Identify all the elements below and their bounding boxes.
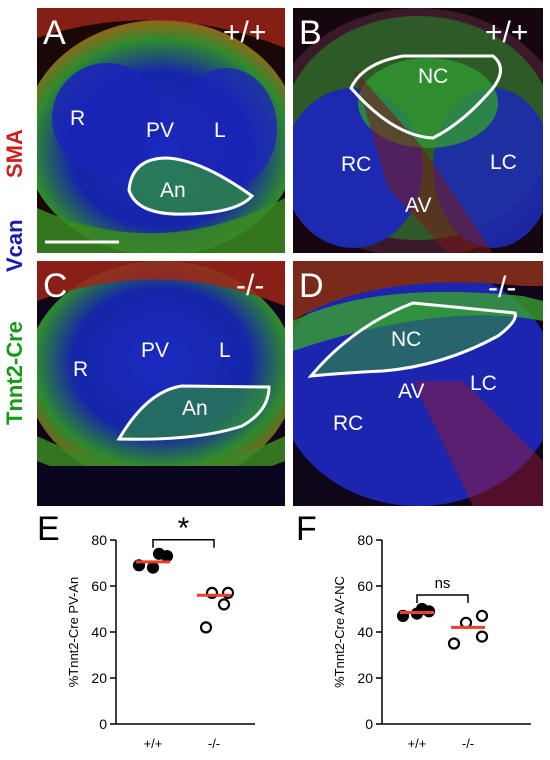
chart-e-category-label: +/+	[144, 736, 163, 751]
panel-letter-a: A	[43, 14, 66, 52]
chart-e-ytick-label: 40	[91, 624, 107, 640]
chart-e-category-label: -/-	[208, 736, 220, 751]
region-r-c: R	[73, 358, 89, 381]
chart-f-ytick-label: 20	[357, 670, 373, 686]
panel-d-micrograph	[293, 261, 543, 506]
region-nc-d: NC	[391, 328, 422, 351]
chart-f: 0 20 40 60 80 %Tnnt2-Cre AV-NC +/+ -/- ns	[332, 532, 531, 751]
panel-c-micrograph	[37, 261, 285, 506]
stain-label-vcan: Vcan	[2, 219, 27, 272]
region-av-d: AV	[398, 380, 425, 403]
chart-f-ytick-label: 0	[365, 716, 373, 732]
panel-b-image: B +/+ NC RC LC AV	[293, 8, 543, 253]
nc-outline	[349, 54, 502, 140]
panel-a-image: A +/+ R PV L An	[37, 8, 285, 253]
region-pv-c: PV	[141, 339, 170, 362]
an-outline	[127, 156, 255, 216]
panel-b-micrograph	[293, 8, 543, 253]
region-rc-d: RC	[333, 412, 364, 435]
genotype-a: +/+	[223, 16, 267, 49]
chart-f-significance-bracket	[416, 594, 469, 603]
panel-letter-d: D	[299, 267, 324, 305]
chart-e-ytick-label: 0	[99, 716, 107, 732]
region-an-c: An	[182, 397, 208, 420]
panel-a-micrograph	[37, 8, 285, 253]
chart-e-significance-label: *	[178, 512, 190, 545]
chart-e-ylabel: %Tnnt2-Cre PV-An	[66, 577, 81, 688]
chart-f-category-label: -/-	[462, 736, 474, 751]
nc-outline	[307, 301, 517, 378]
region-l-a: L	[214, 119, 226, 142]
chart-f-category-label: +/+	[408, 736, 427, 751]
chart-f-ytick-label: 80	[357, 532, 373, 548]
genotype-d: -/-	[488, 271, 517, 304]
chart-f-ytick-label: 60	[357, 578, 373, 594]
chart-e-point	[146, 561, 160, 574]
chart-f-point	[475, 609, 489, 623]
chart-e-point	[217, 598, 231, 611]
region-r-a: R	[70, 107, 86, 130]
chart-f-ytick-label: 40	[357, 624, 373, 640]
an-outline	[116, 384, 271, 441]
region-pv-a: PV	[146, 119, 175, 142]
chart-e-significance-bracket	[152, 539, 215, 548]
chart-e-point	[199, 621, 213, 634]
chart-e-point	[152, 547, 166, 560]
region-lc-b: LC	[490, 151, 517, 174]
chart-e-ytick-label: 20	[91, 670, 107, 686]
panel-c-image: C -/- R PV L An	[37, 261, 285, 506]
region-rc-b: RC	[341, 153, 372, 176]
region-lc-d: LC	[470, 372, 497, 395]
genotype-c: -/-	[236, 269, 265, 302]
chart-e-ytick-label: 80	[91, 532, 107, 548]
region-nc-b: NC	[418, 65, 449, 88]
chart-e: 0 20 40 60 80 %Tnnt2-Cre PV-An +/+ -/- *	[66, 512, 255, 751]
panel-letter-c: C	[43, 267, 68, 305]
region-an-a: An	[160, 179, 186, 202]
chart-f-point	[475, 630, 489, 643]
panel-letter-b: B	[299, 14, 322, 52]
chart-f-significance-label: ns	[435, 575, 451, 592]
chart-e-ytick-label: 60	[91, 578, 107, 594]
stain-label-sma: SMA	[2, 129, 27, 178]
stain-label-tnnt2: Tnnt2-Cre	[2, 321, 27, 425]
panel-letter-e: E	[37, 510, 60, 548]
chart-f-ylabel: %Tnnt2-Cre AV-NC	[332, 576, 347, 688]
panel-letter-f: F	[296, 510, 317, 548]
genotype-b: +/+	[485, 16, 529, 49]
region-l-c: L	[219, 339, 231, 362]
chart-f-point	[447, 637, 461, 650]
region-av-b: AV	[405, 194, 432, 217]
panel-d-image: D -/- NC AV LC RC	[293, 261, 543, 506]
